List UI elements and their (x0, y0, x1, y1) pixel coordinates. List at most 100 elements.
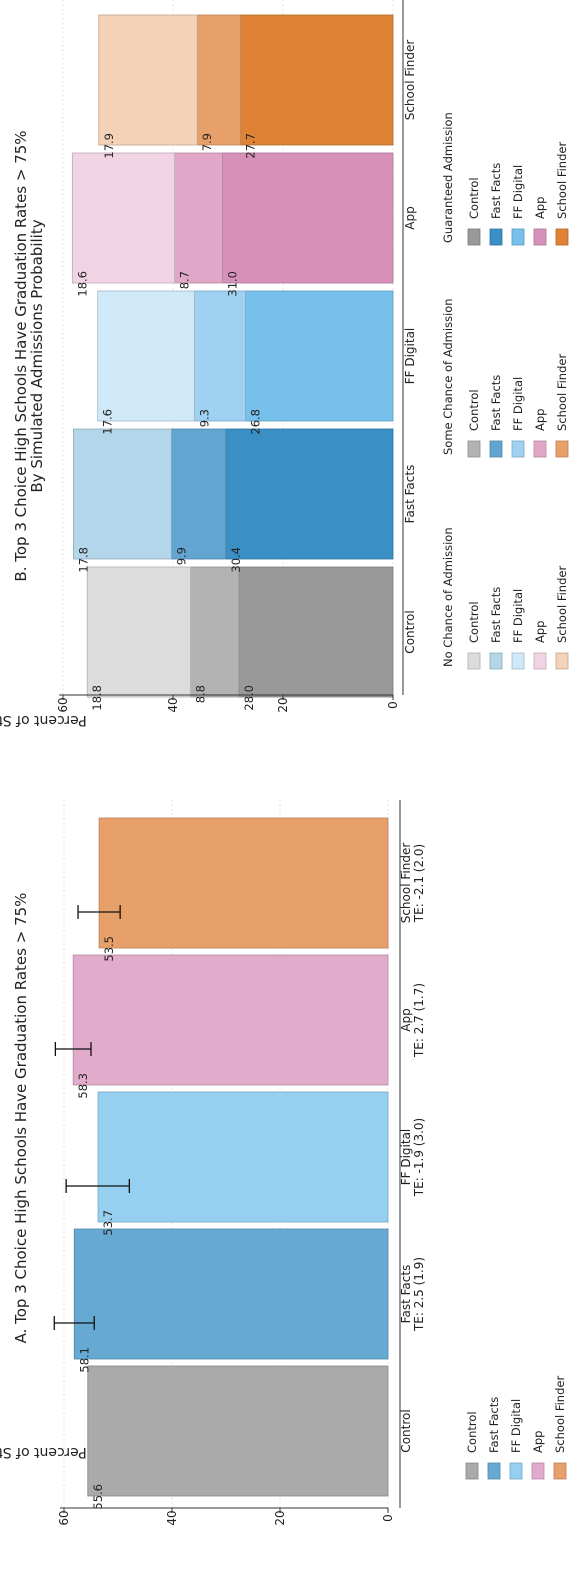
y-tick-label-0: 0 (386, 701, 400, 709)
legend-label-app: App (531, 1431, 545, 1453)
legend-swatch-1-school-finder (555, 440, 569, 458)
category-name-app: App (399, 1008, 413, 1031)
legend-title-no-chance-of-admission: No Chance of Admission (441, 527, 455, 667)
segment-label-ff-digital-some-chance-of-admission: 9.3 (197, 409, 211, 427)
y-tick-label-60: 60 (57, 1510, 71, 1525)
legend-label-1-fast-facts: Fast Facts (489, 375, 503, 431)
legend-title-some-chance-of-admission: Some Chance of Admission (441, 298, 455, 455)
category-name-fast-facts: Fast Facts (399, 1265, 413, 1324)
legend-label-0-school-finder: School Finder (555, 566, 569, 643)
segment-label-app-no-chance-of-admission: 18.6 (75, 271, 89, 297)
legend-swatch-2-control (467, 228, 481, 246)
bar-segment-app-no-chance-of-admission (71, 152, 176, 284)
bar-fast-facts (73, 1228, 389, 1360)
legend-swatch-2-school-finder (555, 228, 569, 246)
category-label-app: AppTE: 2.7 (1.7) (399, 983, 426, 1058)
category-label-ff-digital: FF Digital (403, 328, 417, 385)
segment-label-fast-facts-guaranteed-admission: 30.4 (229, 547, 243, 573)
segment-label-school-finder-guaranteed-admission: 27.7 (244, 133, 258, 159)
panel-a-y-axis-title: Percent of Students (0, 1444, 87, 1460)
legend-swatch-0-school-finder (555, 652, 569, 670)
panel-a-bars: 55.6 58.1 53.7 58.3 53.5 (53, 817, 389, 1510)
legend-label-2-fast-facts: Fast Facts (489, 163, 503, 219)
panel-a-title: A. Top 3 Choice High Schools Have Gradua… (12, 893, 30, 1344)
bar-segment-school-finder-no-chance-of-admission (98, 14, 198, 146)
panel-a-y-axis: 0 20 40 60 (57, 800, 401, 1526)
bar-ff-digital (97, 1091, 389, 1223)
y-tick-label-40: 40 (166, 697, 180, 712)
bar-segment-control-guaranteed-admission (238, 566, 394, 698)
segment-label-control-some-chance-of-admission: 8.8 (194, 685, 208, 703)
panel-b-category-labels: Control Fast Facts FF Digital App School Fin… (403, 40, 417, 654)
y-tick-label-40: 40 (165, 1510, 179, 1525)
bar-segment-control-some-chance-of-admission (190, 566, 240, 698)
bar-school-finder (98, 817, 389, 949)
segment-label-ff-digital-guaranteed-admission: 26.8 (249, 409, 263, 435)
segment-label-app-some-chance-of-admission: 8.7 (178, 271, 192, 289)
legend-swatch-fast-facts (487, 1462, 501, 1480)
category-label-control: Control (403, 610, 417, 653)
legend-label-1-school-finder: School Finder (555, 354, 569, 431)
legend-label-0-fast-facts: Fast Facts (489, 587, 503, 643)
legend-label-1-ff-digital: FF Digital (511, 377, 525, 431)
legend-label-fast-facts: Fast Facts (487, 1397, 501, 1453)
legend-swatch-app (531, 1462, 545, 1480)
y-tick-label-20: 20 (273, 1510, 287, 1525)
segment-label-fast-facts-some-chance-of-admission: 9.9 (174, 547, 188, 565)
y-tick-label-60: 60 (56, 697, 70, 712)
y-tick-label-0: 0 (381, 1514, 395, 1522)
bar-value-label-fast-facts: 58.1 (77, 1347, 91, 1373)
bar-segment-ff-digital-no-chance-of-admission (97, 290, 195, 422)
panel-b-bars: 28.0 8.8 18.8 30.4 9.9 17.8 26.8 9.3 17.6 31.0 8.7… (71, 14, 394, 711)
category-label-control: Control (399, 1409, 413, 1452)
legend-label-1-control: Control (467, 389, 481, 431)
legend-swatch-2-ff-digital (511, 228, 525, 246)
legend-swatch-1-ff-digital (511, 440, 525, 458)
legend-swatch-0-fast-facts (489, 652, 503, 670)
legend-swatch-0-app (533, 652, 547, 670)
category-label-school-finder: School Finder (403, 40, 417, 121)
panel-a-legend: Control Fast Facts FF Digital App School Fin… (465, 1376, 567, 1480)
panel-a-category-labels: Control Fast FactsTE: 2.5 (1.9) FF Digital… (399, 843, 426, 1453)
legend-label-control: Control (465, 1411, 479, 1453)
panel-b-chart: B. Top 3 Choice High Schools Have Gradua… (0, 0, 569, 728)
legend-title-guaranteed-admission: Guaranteed Admission (441, 112, 455, 243)
segment-label-school-finder-some-chance-of-admission: 7.9 (200, 133, 214, 151)
category-label-school-finder: School FinderTE: -2.1 (2.0) (399, 843, 426, 924)
legend-label-2-control: Control (467, 177, 481, 219)
category-name-school-finder: School Finder (399, 843, 413, 924)
bar-control (87, 1365, 389, 1497)
legend-label-2-ff-digital: FF Digital (511, 165, 525, 219)
category-name-ff-digital: FF Digital (399, 1129, 413, 1186)
legend-label-2-app: App (533, 197, 547, 219)
legend-label-school-finder: School Finder (553, 1376, 567, 1453)
segment-label-app-guaranteed-admission: 31.0 (226, 271, 240, 297)
legend-swatch-school-finder (553, 1462, 567, 1480)
bar-segment-fast-facts-some-chance-of-admission (170, 428, 227, 560)
legend-swatch-1-fast-facts (489, 440, 503, 458)
category-label-fast-facts: Fast FactsTE: 2.5 (1.9) (399, 1257, 426, 1332)
legend-swatch-1-control (467, 440, 481, 458)
bar-value-label-app: 58.3 (76, 1073, 90, 1099)
legend-label-0-control: Control (467, 601, 481, 643)
legend-swatch-2-fast-facts (489, 228, 503, 246)
panel-b-y-axis: 0 20 40 60 (56, 0, 404, 713)
bar-segment-school-finder-some-chance-of-admission (196, 14, 242, 146)
category-te-app: TE: 2.7 (1.7) (412, 983, 426, 1058)
legend-swatch-1-app (533, 440, 547, 458)
legend-swatch-control (465, 1462, 479, 1480)
bar-segment-ff-digital-some-chance-of-admission (194, 290, 246, 422)
bar-segment-fast-facts-guaranteed-admission (225, 428, 394, 560)
legend-label-ff-digital: FF Digital (509, 1399, 523, 1453)
segment-label-control-no-chance-of-admission: 18.8 (90, 685, 104, 711)
legend-label-0-app: App (533, 621, 547, 643)
bar-segment-school-finder-guaranteed-admission (240, 14, 394, 146)
segment-label-school-finder-no-chance-of-admission: 17.9 (102, 133, 116, 159)
category-label-app: App (403, 206, 417, 229)
bar-segment-fast-facts-no-chance-of-admission (73, 428, 172, 560)
panel-b-title: B. Top 3 Choice High Schools Have Gradua… (12, 130, 30, 581)
legend-swatch-0-ff-digital (511, 652, 525, 670)
panel-b-y-axis-title: Percent of Students (0, 712, 87, 728)
